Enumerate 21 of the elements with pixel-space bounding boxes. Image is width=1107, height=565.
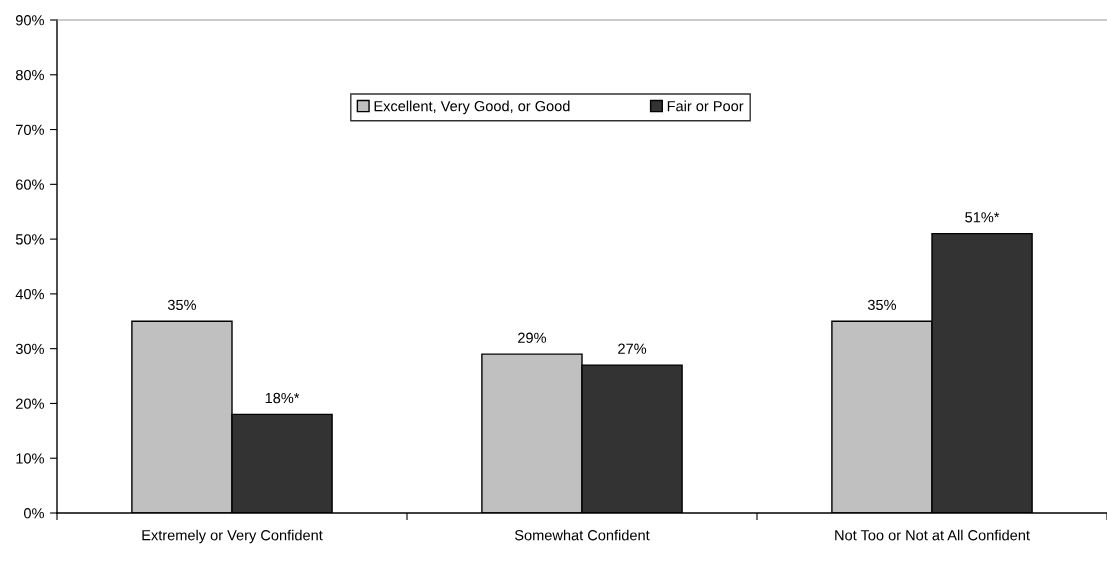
y-tick-label: 80%: [15, 69, 44, 81]
data-label: 35%: [867, 299, 897, 311]
y-tick-label: 70%: [16, 124, 44, 135]
y-tick-label: 10%: [16, 453, 44, 464]
data-label: 27%: [618, 343, 647, 354]
y-tick-label: 20%: [16, 398, 44, 409]
data-label: 29%: [518, 332, 547, 343]
data-label: 18%*: [265, 392, 300, 404]
y-tick-label: 90%: [16, 15, 44, 26]
y-tick-label: 40%: [15, 288, 44, 300]
y-tick-label: 0%: [23, 508, 44, 519]
y-tick-label: 60%: [16, 179, 44, 190]
data-label: 51%*: [965, 212, 1000, 223]
legend-label: Fair or Poor: [667, 100, 744, 112]
data-label: 35%: [167, 299, 197, 311]
x-tick-label: Somewhat Confident: [514, 529, 650, 541]
y-tick-label: 50%: [15, 234, 44, 245]
legend-label: Excellent, Very Good, or Good: [374, 100, 570, 115]
y-tick-label: 30%: [15, 343, 44, 355]
x-tick-label: Not Too or Not at All Confident: [835, 529, 1030, 541]
x-tick-label: Extremely or Very Confident: [142, 529, 323, 544]
